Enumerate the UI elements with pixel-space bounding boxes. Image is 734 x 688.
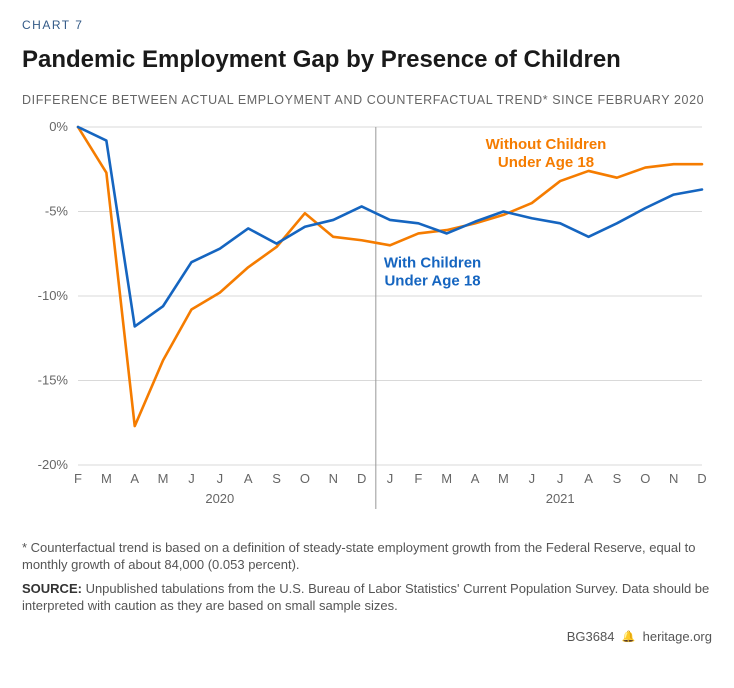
footnote-text: * Counterfactual trend is based on a def… xyxy=(22,539,712,574)
source-label: SOURCE: xyxy=(22,581,82,596)
svg-text:D: D xyxy=(697,471,706,486)
svg-text:M: M xyxy=(158,471,169,486)
footer-code: BG3684 xyxy=(567,629,615,644)
svg-text:M: M xyxy=(498,471,509,486)
svg-text:Without Children: Without Children xyxy=(486,136,607,153)
source-body: Unpublished tabulations from the U.S. Bu… xyxy=(22,581,709,614)
svg-text:F: F xyxy=(74,471,82,486)
footer-site: heritage.org xyxy=(643,629,712,644)
svg-text:A: A xyxy=(244,471,253,486)
svg-text:J: J xyxy=(217,471,224,486)
svg-text:A: A xyxy=(471,471,480,486)
source-text: SOURCE: Unpublished tabulations from the… xyxy=(22,580,712,615)
svg-text:A: A xyxy=(130,471,139,486)
svg-text:J: J xyxy=(529,471,536,486)
chart-subtitle: DIFFERENCE BETWEEN ACTUAL EMPLOYMENT AND… xyxy=(22,93,712,107)
chart-area: 0% -5% -10% -15% -20% F M A M J J A S O N D J F M A M J J A S O N D… xyxy=(22,117,712,517)
svg-text:Under Age 18: Under Age 18 xyxy=(384,272,480,289)
svg-text:-20%: -20% xyxy=(38,457,69,472)
line-chart: 0% -5% -10% -15% -20% F M A M J J A S O N D J F M A M J J A S O N D… xyxy=(22,117,712,517)
svg-text:F: F xyxy=(414,471,422,486)
svg-text:With Children: With Children xyxy=(384,254,481,271)
svg-text:S: S xyxy=(613,471,622,486)
svg-text:Under Age 18: Under Age 18 xyxy=(498,154,594,171)
svg-text:M: M xyxy=(441,471,452,486)
svg-text:O: O xyxy=(300,471,310,486)
svg-text:S: S xyxy=(272,471,281,486)
svg-text:O: O xyxy=(640,471,650,486)
svg-text:2020: 2020 xyxy=(205,491,234,506)
svg-text:A: A xyxy=(584,471,593,486)
svg-text:J: J xyxy=(557,471,564,486)
svg-text:-10%: -10% xyxy=(38,288,69,303)
svg-text:N: N xyxy=(669,471,678,486)
svg-text:N: N xyxy=(329,471,338,486)
footer: BG3684 🔔 heritage.org xyxy=(22,629,712,644)
chart-number-label: CHART 7 xyxy=(22,18,712,32)
svg-text:2021: 2021 xyxy=(546,491,575,506)
svg-text:J: J xyxy=(387,471,394,486)
svg-text:0%: 0% xyxy=(49,119,68,134)
svg-text:M: M xyxy=(101,471,112,486)
chart-title: Pandemic Employment Gap by Presence of C… xyxy=(22,46,712,75)
svg-text:J: J xyxy=(188,471,195,486)
svg-text:-15%: -15% xyxy=(38,372,69,387)
bell-icon: 🔔 xyxy=(622,631,636,643)
svg-text:-5%: -5% xyxy=(45,203,69,218)
svg-text:D: D xyxy=(357,471,366,486)
